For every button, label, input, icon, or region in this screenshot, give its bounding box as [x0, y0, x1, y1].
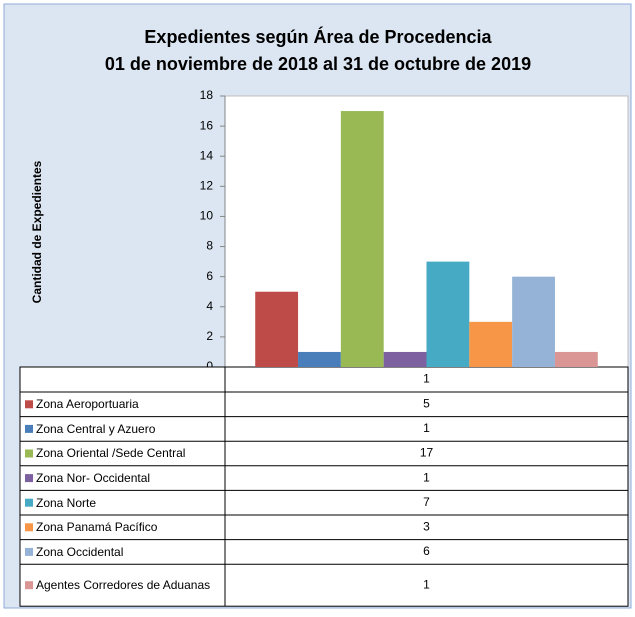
y-tick-label: 0 — [206, 359, 213, 373]
y-tick-label: 16 — [200, 118, 214, 132]
legend-label-box: Zona Nor- Occidental — [36, 466, 221, 491]
table-value: 5 — [423, 396, 430, 410]
bar — [512, 276, 555, 367]
y-tick-label: 4 — [206, 299, 213, 313]
legend-cell: Zona Aeroportuaria — [36, 392, 221, 417]
bar — [298, 351, 341, 367]
y-tick-label: 2 — [206, 329, 213, 343]
y-tick-label: 18 — [200, 88, 214, 102]
y-tick-label: 10 — [200, 209, 214, 223]
legend-label-box: Zona Central y Azuero — [36, 417, 221, 442]
legend-swatch — [25, 547, 33, 556]
chart-title: Expedientes según Área de Procedencia — [144, 26, 492, 47]
legend-swatch — [25, 400, 33, 409]
legend-label-box: Zona Panamá Pacífico — [36, 515, 221, 540]
legend-label: Zona Oriental /Sede Central — [36, 446, 186, 461]
table-value: 3 — [423, 519, 430, 533]
legend-cell: Agentes Corredores de Aduanas — [36, 564, 221, 606]
y-tick-label: 6 — [206, 269, 213, 283]
legend-label: Zona Nor- Occidental — [36, 471, 151, 486]
legend-swatch — [25, 581, 33, 590]
bar — [426, 261, 470, 367]
legend-label-box: Zona Occidental — [36, 540, 221, 565]
bar — [340, 111, 384, 367]
legend-label-box: Zona Norte — [36, 490, 221, 515]
y-axis-label: Cantidad de Expedientes — [30, 160, 44, 303]
bar — [469, 321, 513, 367]
legend-label: Zona Occidental — [36, 544, 124, 559]
legend-cell: Zona Panamá Pacífico — [36, 515, 221, 540]
table-background — [19, 366, 629, 607]
legend-label-box: Zona Aeroportuaria — [36, 392, 221, 417]
legend-cell: Zona Central y Azuero — [36, 417, 221, 442]
legend-swatch — [25, 474, 33, 483]
legend-cell: Zona Oriental /Sede Central — [36, 441, 221, 466]
legend-swatch — [25, 424, 33, 433]
legend-label: Agentes Corredores de Aduanas — [36, 578, 211, 593]
legend-label-box: Agentes Corredores de Aduanas — [36, 564, 221, 606]
bar — [255, 291, 299, 367]
bar — [554, 351, 598, 367]
legend-label: Zona Panamá Pacífico — [36, 520, 158, 535]
legend-label: Zona Central y Azuero — [36, 421, 156, 436]
legend-cell: Zona Norte — [36, 490, 221, 515]
x-tick-label: 1 — [423, 372, 430, 386]
legend-cell: Zona Nor- Occidental — [36, 466, 221, 491]
table-value: 6 — [423, 544, 430, 558]
data-table: 1 Zona Aeroportuaria 5 Zona Central y Azuer… — [19, 366, 629, 607]
y-tick-label: 14 — [200, 148, 214, 162]
legend-cell: Zona Occidental — [36, 540, 221, 565]
bar — [383, 351, 427, 367]
table-value: 1 — [423, 421, 430, 435]
chart-subtitle: 01 de noviembre de 2018 al 31 de octubre… — [105, 54, 531, 74]
legend-swatch — [25, 449, 33, 458]
table-value: 1 — [423, 470, 430, 484]
table-value: 17 — [420, 446, 434, 460]
legend-swatch — [25, 523, 33, 532]
table-value: 1 — [423, 577, 430, 591]
table-value: 7 — [423, 495, 430, 509]
legend-swatch — [25, 498, 33, 507]
y-tick-label: 8 — [206, 239, 213, 253]
legend-label: Zona Norte — [36, 495, 97, 510]
y-tick-label: 12 — [200, 179, 214, 193]
legend-label-box: Zona Oriental /Sede Central — [36, 441, 221, 466]
legend-label: Zona Aeroportuaria — [36, 397, 139, 412]
